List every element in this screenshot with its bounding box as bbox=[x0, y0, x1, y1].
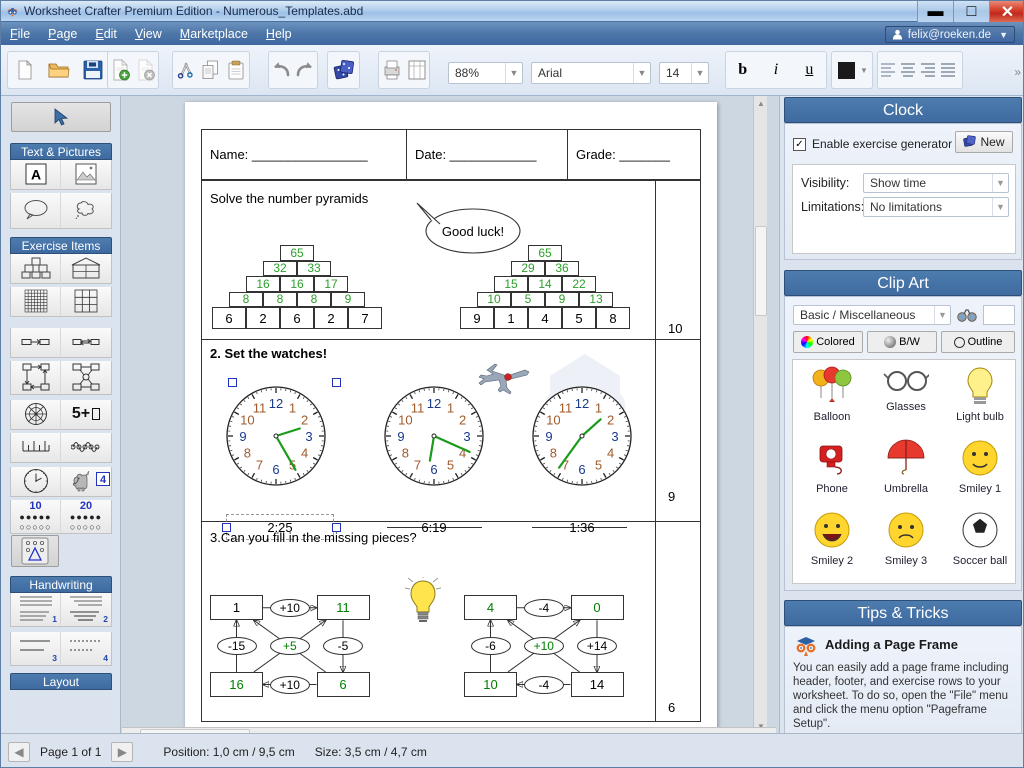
svg-text:12: 12 bbox=[427, 396, 441, 411]
svg-text:8: 8 bbox=[244, 446, 251, 461]
svg-text:11: 11 bbox=[411, 400, 425, 415]
svg-text:9: 9 bbox=[397, 429, 404, 444]
svg-text:1: 1 bbox=[595, 400, 602, 415]
svg-text:2: 2 bbox=[607, 413, 614, 428]
svg-text:2: 2 bbox=[459, 413, 466, 428]
svg-text:11: 11 bbox=[253, 400, 267, 415]
svg-text:A: A bbox=[30, 167, 40, 183]
svg-text:8: 8 bbox=[550, 446, 557, 461]
svg-text:3: 3 bbox=[611, 429, 618, 444]
svg-text:Good luck!: Good luck! bbox=[442, 224, 504, 239]
svg-text:8: 8 bbox=[402, 446, 409, 461]
svg-text:3: 3 bbox=[463, 429, 470, 444]
svg-text:7: 7 bbox=[414, 458, 421, 473]
svg-text:6: 6 bbox=[272, 462, 279, 477]
svg-text:5: 5 bbox=[447, 458, 454, 473]
svg-text:7: 7 bbox=[256, 458, 263, 473]
svg-text:9: 9 bbox=[545, 429, 552, 444]
svg-text:12: 12 bbox=[575, 396, 589, 411]
svg-text:3: 3 bbox=[305, 429, 312, 444]
svg-text:1: 1 bbox=[447, 400, 454, 415]
svg-text:1: 1 bbox=[289, 400, 296, 415]
svg-text:6: 6 bbox=[578, 462, 585, 477]
svg-text:12: 12 bbox=[269, 396, 283, 411]
svg-text:11: 11 bbox=[559, 400, 573, 415]
svg-text:5: 5 bbox=[595, 458, 602, 473]
svg-text:4: 4 bbox=[301, 446, 308, 461]
svg-text:4: 4 bbox=[607, 446, 614, 461]
svg-text:2: 2 bbox=[301, 413, 308, 428]
svg-text:6: 6 bbox=[430, 462, 437, 477]
svg-text:9: 9 bbox=[239, 429, 246, 444]
